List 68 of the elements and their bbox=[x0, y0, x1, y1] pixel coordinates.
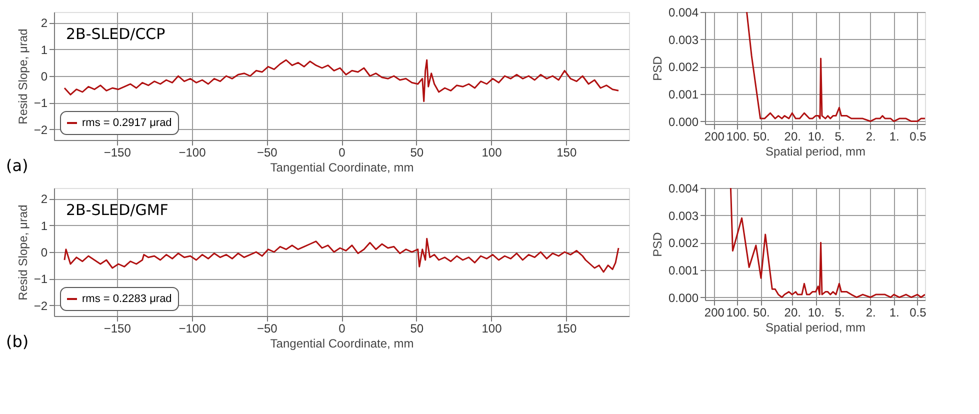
y-tick-label: 0.001 bbox=[668, 263, 699, 278]
x-tick-label: 20. bbox=[784, 130, 801, 144]
y-tick-label: 0.004 bbox=[668, 182, 699, 196]
y-axis-title: PSD bbox=[650, 56, 664, 81]
y-axis-title: Resid Slope, μrad bbox=[16, 204, 30, 300]
x-tick-label: 150 bbox=[556, 322, 577, 336]
y-tick-label: −1 bbox=[34, 96, 48, 110]
x-tick-label: 50. bbox=[753, 130, 770, 144]
y-tick-label: −2 bbox=[34, 298, 48, 313]
text: (b) bbox=[6, 332, 29, 351]
x-tick-label: −100 bbox=[178, 146, 206, 160]
x-tick-label: −150 bbox=[104, 322, 132, 336]
y-tick-label: 1 bbox=[40, 42, 48, 57]
x-tick-label: 100. bbox=[726, 306, 750, 320]
x-tick-label: 50 bbox=[410, 322, 424, 336]
y-axis-title: PSD bbox=[650, 232, 664, 257]
x-axis-title: Spatial period, mm bbox=[765, 144, 866, 158]
x-tick-label: 200 bbox=[704, 306, 725, 320]
x-axis-title: Spatial period, mm bbox=[765, 320, 866, 334]
x-tick-label: 2. bbox=[866, 130, 876, 144]
x-tick-label: 5. bbox=[834, 306, 845, 320]
x-tick-label: 2. bbox=[866, 306, 876, 320]
x-axis-title: Tangential Coordinate, mm bbox=[270, 336, 414, 350]
y-tick-label: −2 bbox=[34, 122, 48, 137]
x-tick-label: 1. bbox=[889, 130, 900, 144]
x-tick-label: −50 bbox=[256, 322, 278, 336]
y-tick-label: 0.002 bbox=[668, 236, 699, 250]
x-tick-label: −100 bbox=[178, 322, 206, 336]
y-tick-label: 0.000 bbox=[668, 114, 699, 129]
x-tick-label: 0.5 bbox=[910, 306, 927, 320]
x-tick-label: 0 bbox=[338, 146, 346, 160]
y-tick-label: 0.003 bbox=[668, 32, 699, 47]
y-tick-label: 0.004 bbox=[668, 6, 699, 20]
x-tick-label: 50. bbox=[753, 306, 770, 320]
y-tick-label: −1 bbox=[34, 272, 48, 286]
x-tick-label: 10. bbox=[808, 130, 825, 144]
text: (a) bbox=[6, 156, 28, 175]
x-axis-title: Tangential Coordinate, mm bbox=[270, 160, 414, 174]
y-tick-label: 0.001 bbox=[668, 87, 699, 102]
y-tick-label: 0.000 bbox=[668, 290, 699, 305]
x-tick-label: 150 bbox=[556, 146, 577, 160]
line-series bbox=[64, 59, 620, 102]
x-tick-label: 50 bbox=[410, 146, 424, 160]
annotation: 2B-SLED/CCP bbox=[66, 25, 166, 43]
x-tick-label: −50 bbox=[256, 146, 278, 160]
x-tick-label: 20. bbox=[784, 306, 801, 320]
y-tick-label: 0 bbox=[40, 246, 48, 260]
y-tick-label: 2 bbox=[40, 16, 48, 30]
annotation: 2B-SLED/GMF bbox=[66, 201, 168, 219]
y-tick-label: 0.003 bbox=[668, 208, 699, 223]
y-tick-label: 0 bbox=[40, 70, 48, 84]
x-tick-label: 5. bbox=[834, 130, 845, 144]
x-tick-label: 1. bbox=[889, 306, 900, 320]
x-tick-label: 100 bbox=[482, 146, 502, 160]
x-tick-label: 100 bbox=[482, 322, 502, 336]
x-tick-label: 200 bbox=[704, 130, 725, 144]
x-tick-label: 0 bbox=[338, 322, 346, 336]
x-tick-label: 100. bbox=[726, 130, 750, 144]
y-tick-label: 1 bbox=[40, 218, 48, 233]
y-tick-label: 0.002 bbox=[668, 60, 699, 74]
line-series bbox=[64, 238, 620, 273]
x-tick-label: 0.5 bbox=[910, 130, 927, 144]
y-tick-label: 2 bbox=[40, 192, 48, 206]
x-tick-label: −150 bbox=[104, 146, 132, 160]
legend-label: rms = 0.2283 μrad bbox=[82, 293, 172, 305]
y-axis-title: Resid Slope, μrad bbox=[16, 28, 30, 124]
legend-label: rms = 0.2917 μrad bbox=[82, 117, 172, 129]
x-tick-label: 10. bbox=[808, 306, 825, 320]
